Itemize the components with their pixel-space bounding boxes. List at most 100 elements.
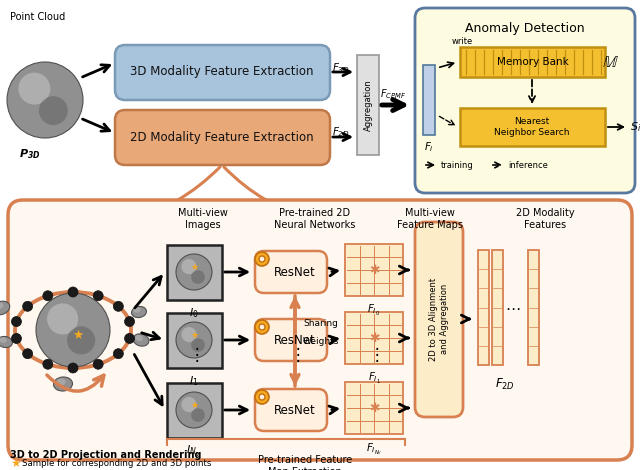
Circle shape xyxy=(39,96,68,125)
Circle shape xyxy=(93,291,103,301)
Circle shape xyxy=(19,73,51,104)
Text: $F_{I_{N_V}}$: $F_{I_{N_V}}$ xyxy=(365,441,382,457)
Bar xyxy=(167,383,222,438)
Bar xyxy=(528,250,539,365)
Bar xyxy=(423,65,435,135)
Circle shape xyxy=(255,390,269,404)
Text: $\mathbb{M}$: $\mathbb{M}$ xyxy=(602,53,618,71)
Circle shape xyxy=(181,259,196,274)
Text: 2D Modality Feature Extraction: 2D Modality Feature Extraction xyxy=(130,131,314,143)
Circle shape xyxy=(255,252,269,266)
Circle shape xyxy=(12,316,22,327)
Text: $\vdots$: $\vdots$ xyxy=(289,345,301,365)
Circle shape xyxy=(43,359,53,369)
Circle shape xyxy=(47,303,78,335)
Text: write: write xyxy=(451,38,472,47)
Text: Anomaly Detection: Anomaly Detection xyxy=(465,22,585,35)
Text: $I_1$: $I_1$ xyxy=(189,374,199,388)
Text: $I_{N_V}$: $I_{N_V}$ xyxy=(186,444,202,459)
FancyBboxPatch shape xyxy=(8,200,632,460)
Text: ★: ★ xyxy=(190,263,198,272)
Text: 3D to 2D Projection and Rendering: 3D to 2D Projection and Rendering xyxy=(10,450,202,460)
Text: Nearest
Neighbor Search: Nearest Neighbor Search xyxy=(494,118,570,137)
Circle shape xyxy=(181,327,196,342)
Circle shape xyxy=(68,363,78,373)
Text: 2D Modality
Features: 2D Modality Features xyxy=(516,208,574,230)
Ellipse shape xyxy=(135,335,143,341)
Circle shape xyxy=(259,394,265,400)
Text: ✱: ✱ xyxy=(369,401,380,415)
FancyBboxPatch shape xyxy=(415,222,463,417)
Text: inference: inference xyxy=(508,160,548,170)
Text: $\cdots$: $\cdots$ xyxy=(506,299,521,314)
Circle shape xyxy=(12,333,22,344)
Text: Sample for corresponding 2D and 3D points: Sample for corresponding 2D and 3D point… xyxy=(22,459,211,468)
Bar xyxy=(357,55,379,155)
Circle shape xyxy=(43,291,53,301)
Circle shape xyxy=(7,62,83,138)
Text: $F_{I_0}$: $F_{I_0}$ xyxy=(367,303,381,318)
Circle shape xyxy=(259,256,265,262)
Circle shape xyxy=(36,293,110,367)
Text: $F_{I_1}$: $F_{I_1}$ xyxy=(367,371,380,386)
Ellipse shape xyxy=(133,334,149,346)
Text: $F_{2D}$: $F_{2D}$ xyxy=(332,125,350,139)
Text: Point Cloud: Point Cloud xyxy=(10,12,65,22)
Ellipse shape xyxy=(0,337,12,348)
Circle shape xyxy=(191,408,205,422)
Text: Pre-trained 2D
Neural Networks: Pre-trained 2D Neural Networks xyxy=(275,208,356,230)
Text: $\vdots$: $\vdots$ xyxy=(369,345,380,365)
Text: ✱: ✱ xyxy=(369,264,380,276)
Circle shape xyxy=(259,324,265,330)
Text: Weights: Weights xyxy=(303,337,339,345)
Text: $F_{3D}$: $F_{3D}$ xyxy=(332,61,349,75)
Text: Sharing: Sharing xyxy=(303,319,338,328)
Circle shape xyxy=(125,316,134,327)
Ellipse shape xyxy=(0,337,7,343)
Circle shape xyxy=(22,301,33,311)
Circle shape xyxy=(176,392,212,428)
Bar xyxy=(345,312,403,364)
Bar xyxy=(460,47,605,77)
Circle shape xyxy=(22,349,33,359)
Text: 3D Modality Feature Extraction: 3D Modality Feature Extraction xyxy=(131,65,314,78)
Bar xyxy=(345,382,403,434)
Ellipse shape xyxy=(133,307,141,313)
Circle shape xyxy=(176,322,212,358)
Circle shape xyxy=(125,333,134,344)
Ellipse shape xyxy=(0,303,3,309)
Text: ResNet: ResNet xyxy=(274,266,316,279)
Ellipse shape xyxy=(56,378,66,385)
Circle shape xyxy=(191,338,205,352)
Text: $\vdots$: $\vdots$ xyxy=(188,345,200,365)
Circle shape xyxy=(113,349,124,359)
Circle shape xyxy=(67,326,95,354)
Text: ★: ★ xyxy=(72,329,84,342)
Text: ★: ★ xyxy=(190,400,198,409)
Text: ★: ★ xyxy=(190,330,198,339)
Text: $F_{CPMF}$: $F_{CPMF}$ xyxy=(380,87,406,101)
FancyBboxPatch shape xyxy=(255,319,327,361)
Bar xyxy=(478,250,489,365)
Text: Multi-view
Feature Maps: Multi-view Feature Maps xyxy=(397,208,463,230)
FancyBboxPatch shape xyxy=(255,389,327,431)
Ellipse shape xyxy=(54,377,72,391)
Text: Multi-view
Images: Multi-view Images xyxy=(178,208,228,230)
Circle shape xyxy=(176,254,212,290)
Text: $I_0$: $I_0$ xyxy=(189,306,199,320)
Bar xyxy=(167,313,222,368)
Text: training: training xyxy=(441,160,474,170)
Text: $S_i$: $S_i$ xyxy=(630,120,640,134)
Circle shape xyxy=(181,397,196,412)
Text: $\bfit{P}_{3D}$: $\bfit{P}_{3D}$ xyxy=(19,147,40,161)
FancyBboxPatch shape xyxy=(255,251,327,293)
Text: Memory Bank: Memory Bank xyxy=(497,57,568,67)
Ellipse shape xyxy=(132,306,147,318)
Text: Aggregation: Aggregation xyxy=(364,79,372,131)
Circle shape xyxy=(255,320,269,334)
Text: ✱: ✱ xyxy=(369,331,380,345)
Text: 2D to 3D Alignment
and Aggregation: 2D to 3D Alignment and Aggregation xyxy=(429,277,449,360)
FancyBboxPatch shape xyxy=(115,45,330,100)
Bar xyxy=(492,250,503,365)
Circle shape xyxy=(191,270,205,284)
